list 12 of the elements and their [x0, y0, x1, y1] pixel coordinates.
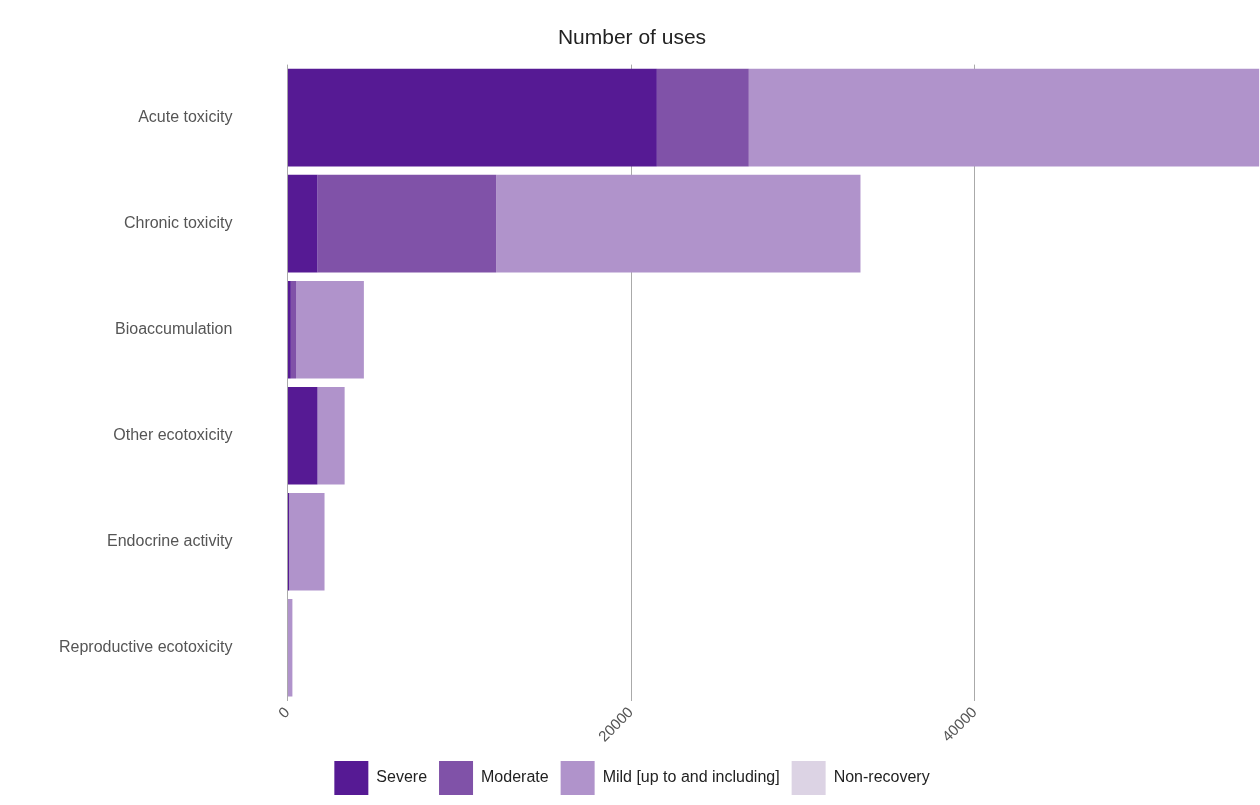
- y-tick-label: Endocrine activity: [107, 532, 233, 550]
- legend-label: Moderate: [481, 768, 549, 786]
- y-tick-label: Acute toxicity: [138, 108, 233, 126]
- legend-label: Mild [up to and including]: [602, 768, 780, 786]
- y-tick-label: Reproductive ecotoxicity: [58, 638, 233, 656]
- legend-label: Non-recovery: [833, 768, 930, 786]
- y-tick-label: Chronic toxicity: [123, 214, 233, 232]
- y-tick-label: Bioaccumulation: [115, 320, 233, 338]
- x-tick-label: 0: [274, 703, 293, 722]
- legend-label: Severe: [376, 768, 428, 786]
- chart-title: Number of uses: [557, 24, 707, 48]
- y-tick-label: Other ecotoxicity: [113, 426, 233, 444]
